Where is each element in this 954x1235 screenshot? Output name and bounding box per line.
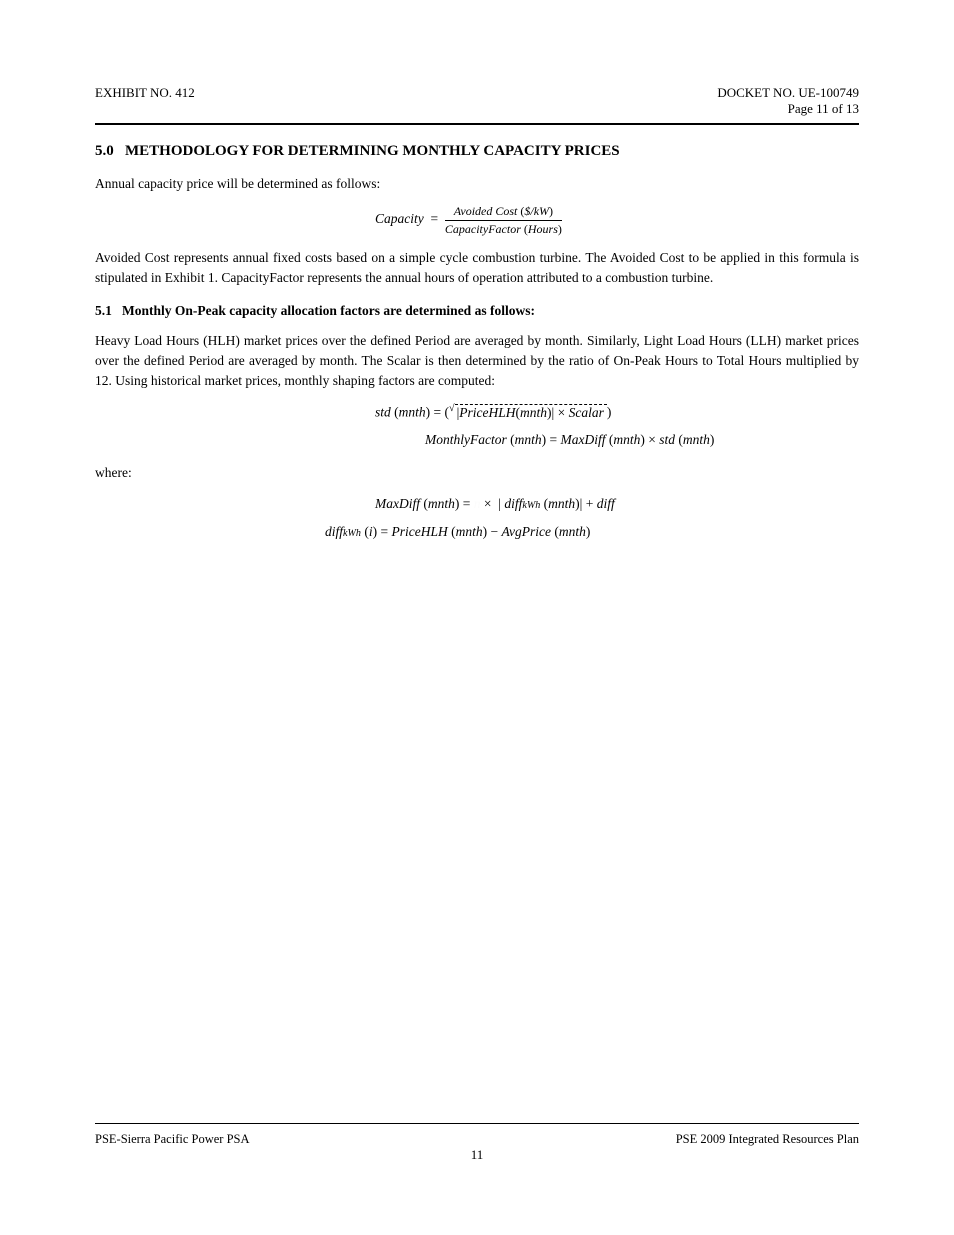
page-number: 11 — [0, 1147, 954, 1163]
where: where: — [95, 463, 859, 483]
header-rule — [95, 123, 859, 125]
header-right: DOCKET NO. UE-100749 — [717, 85, 859, 100]
footer-right: PSE 2009 Integrated Resources Plan — [676, 1132, 859, 1147]
header-page: Page 11 of 13 — [788, 101, 859, 116]
section-heading: 5.0 METHODOLOGY FOR DETERMINING MONTHLY … — [95, 143, 859, 160]
lead-para: Annual capacity price will be determined… — [95, 174, 859, 194]
eq-maxdiff: MaxDiff (mnth) = n × | diffkWh (mnth)| +… — [95, 493, 859, 542]
subsection-5-1: 5.1 Monthly On-Peak capacity allocation … — [95, 303, 859, 319]
para-1: Avoided Cost represents annual fixed cos… — [95, 248, 859, 289]
eq-capacity: Capacity = Avoided Cost ($/kW) CapacityF… — [95, 204, 859, 236]
eq-std: std (mnth) = (√|PriceHLH(mnth)| × Scalar… — [95, 401, 859, 451]
para-2: Heavy Load Hours (HLH) market prices ove… — [95, 331, 859, 392]
footer-left: PSE-Sierra Pacific Power PSA — [95, 1132, 250, 1147]
header-left: EXHIBIT NO. 412 — [95, 85, 195, 117]
